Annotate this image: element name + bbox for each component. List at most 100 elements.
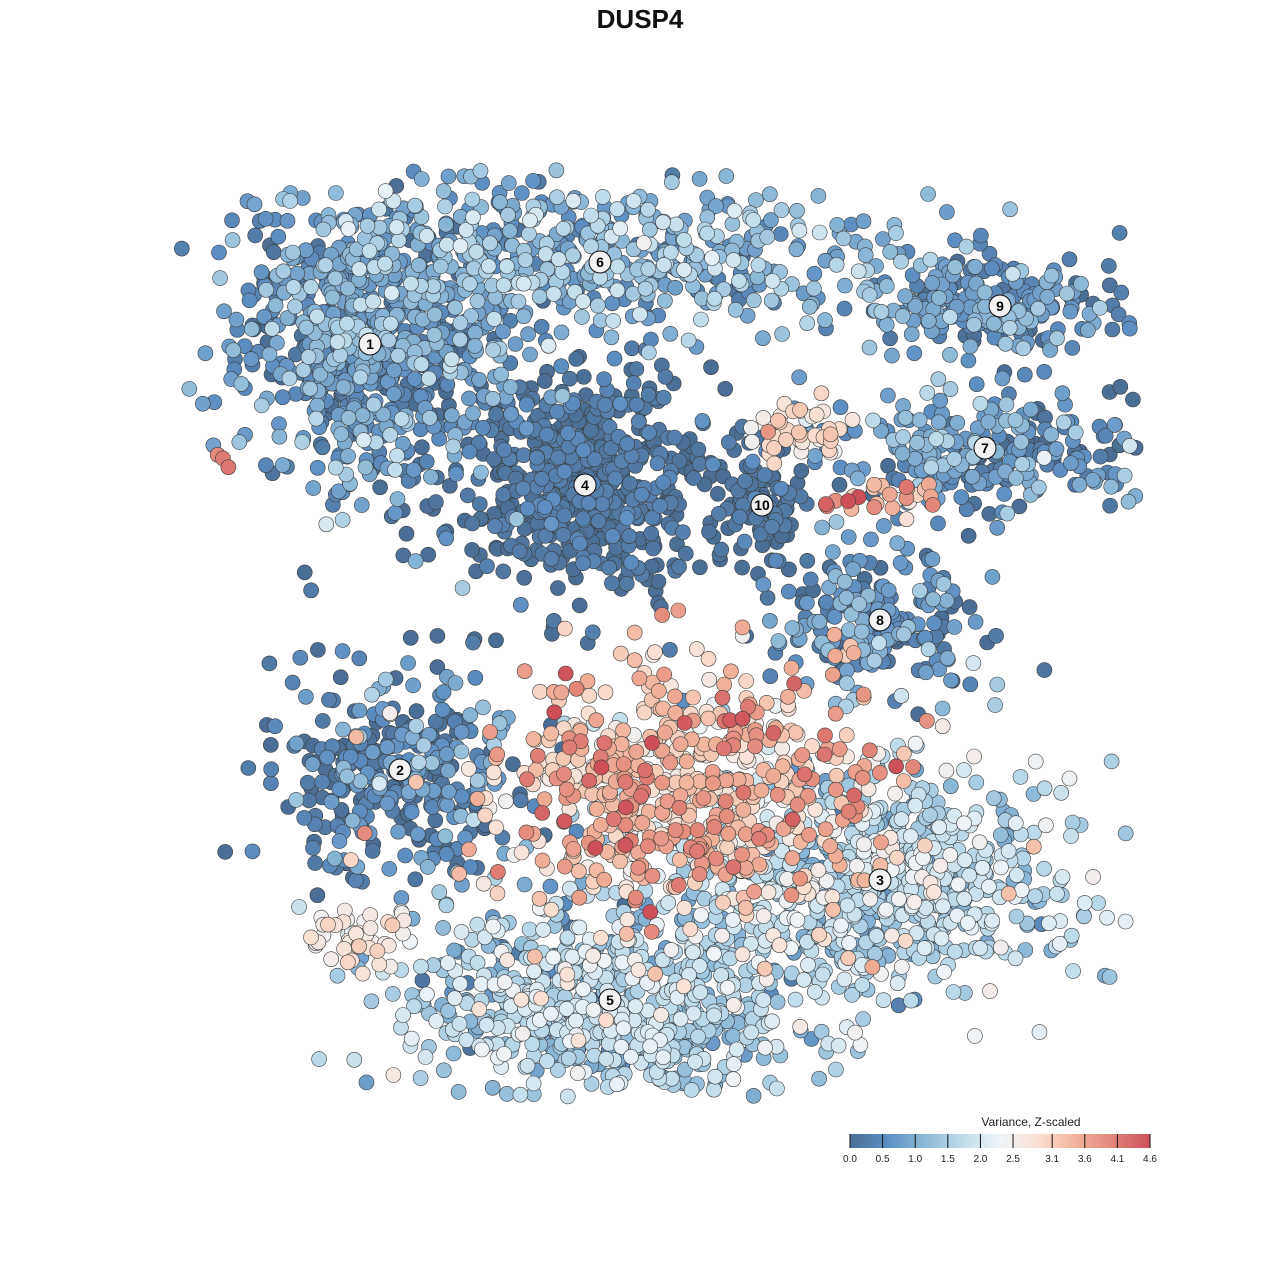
cell-point xyxy=(828,514,845,530)
cell-point xyxy=(379,795,396,812)
cell-point xyxy=(837,277,853,294)
cell-point xyxy=(556,507,573,524)
cell-point xyxy=(719,839,736,856)
cell-point xyxy=(845,561,861,578)
cell-point xyxy=(225,342,242,359)
cell-point xyxy=(649,455,666,472)
cell-point xyxy=(947,943,963,960)
cell-point xyxy=(1103,753,1120,770)
cell-point xyxy=(813,385,830,402)
cell-point xyxy=(303,582,319,599)
cell-point xyxy=(560,1050,577,1067)
cell-point xyxy=(520,326,536,343)
cell-point xyxy=(571,863,587,880)
cell-point xyxy=(298,688,314,705)
cell-point xyxy=(550,251,567,268)
cell-point xyxy=(1031,479,1047,496)
cell-point xyxy=(889,975,906,992)
cell-point xyxy=(1112,378,1129,395)
cell-point xyxy=(361,243,378,259)
cell-point xyxy=(593,930,609,946)
cell-point xyxy=(522,212,538,229)
cell-point xyxy=(426,306,443,323)
cell-point xyxy=(526,948,543,965)
cell-point xyxy=(647,965,664,982)
cell-point xyxy=(709,485,726,502)
cell-point xyxy=(340,280,356,297)
cell-point xyxy=(590,513,607,530)
cell-point xyxy=(691,171,708,187)
cell-point xyxy=(258,281,275,298)
cell-point xyxy=(725,1071,742,1087)
cell-point xyxy=(474,1041,490,1058)
cell-point xyxy=(321,691,337,708)
cell-point xyxy=(351,938,367,955)
cell-point xyxy=(529,449,545,466)
cell-point xyxy=(384,986,401,1002)
cell-point xyxy=(597,684,614,701)
cell-point xyxy=(291,899,307,915)
cell-point xyxy=(435,1062,452,1079)
cell-point xyxy=(792,402,808,418)
cell-point xyxy=(703,359,719,376)
cell-point xyxy=(393,890,410,906)
cell-point xyxy=(707,1068,724,1085)
cell-point xyxy=(532,683,548,700)
cell-point xyxy=(981,878,997,895)
cell-point xyxy=(727,301,744,318)
cell-point xyxy=(1101,969,1118,985)
cell-point xyxy=(438,897,455,914)
cell-point xyxy=(570,1032,587,1049)
cell-point xyxy=(513,844,530,861)
cell-point xyxy=(246,196,263,213)
cell-point xyxy=(796,971,812,988)
cell-point xyxy=(438,530,455,547)
cell-point xyxy=(641,424,657,441)
cell-point xyxy=(454,580,471,596)
cell-point xyxy=(643,525,660,542)
cell-point xyxy=(267,297,284,314)
cell-point xyxy=(655,1049,672,1066)
cell-point xyxy=(734,846,750,863)
cell-point xyxy=(549,189,565,205)
cell-point xyxy=(564,247,581,264)
cell-point xyxy=(285,279,302,295)
cell-point xyxy=(1085,472,1101,488)
cell-point xyxy=(701,523,717,540)
cell-point xyxy=(294,434,311,450)
cell-point xyxy=(838,727,855,743)
cell-point xyxy=(645,540,662,557)
cell-point xyxy=(369,943,386,959)
cell-point xyxy=(377,255,393,272)
cell-point xyxy=(390,823,407,840)
cell-point xyxy=(728,1041,745,1058)
cell-point xyxy=(1080,322,1096,339)
cell-point xyxy=(440,168,457,185)
cell-point xyxy=(429,659,446,675)
cell-point xyxy=(553,358,570,375)
cell-point xyxy=(960,527,977,544)
cell-point xyxy=(718,168,735,184)
cell-point xyxy=(939,650,956,667)
cell-point xyxy=(773,480,789,497)
cell-point xyxy=(718,772,734,789)
cell-point xyxy=(365,396,382,413)
cell-point xyxy=(575,369,592,385)
cell-point xyxy=(922,251,939,268)
cell-point xyxy=(700,710,717,727)
cell-point xyxy=(888,225,904,241)
cell-point xyxy=(799,315,816,332)
cell-point xyxy=(390,347,407,364)
cell-point xyxy=(555,220,572,237)
cell-point xyxy=(989,519,1006,536)
cell-point xyxy=(309,887,326,904)
cell-point xyxy=(912,583,928,599)
cell-point xyxy=(414,439,430,456)
cell-point xyxy=(675,978,692,995)
cell-point xyxy=(296,810,313,826)
cell-point xyxy=(720,825,737,842)
cell-point xyxy=(893,811,910,828)
cell-point xyxy=(746,883,762,900)
cell-point xyxy=(443,407,460,424)
cell-point xyxy=(660,895,677,911)
